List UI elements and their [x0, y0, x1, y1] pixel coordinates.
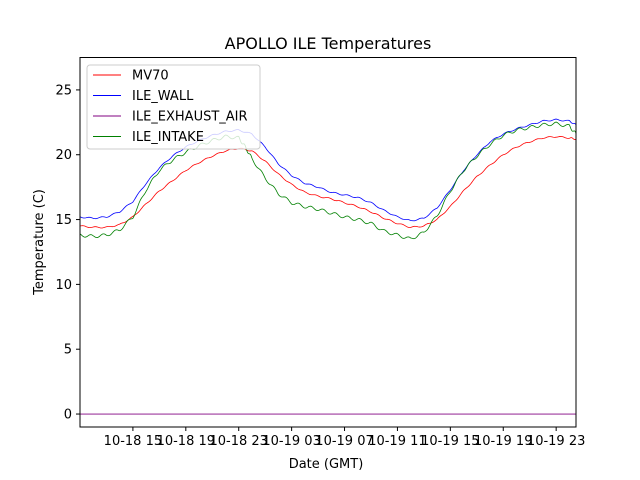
plot-frame	[79, 57, 577, 428]
legend-label: ILE_WALL	[132, 89, 194, 104]
x-tick-label: 10-19 11	[368, 434, 426, 449]
y-axis-label: Temperature (C)	[32, 189, 47, 296]
chart-title: APOLLO ILE Temperatures	[225, 34, 432, 53]
legend-label: ILE_INTAKE	[132, 130, 204, 145]
legend: MV70 ILE_WALL ILE_EXHAUST_AIR ILE_INTAKE	[86, 64, 261, 150]
legend-entries: MV70 ILE_WALL ILE_EXHAUST_AIR ILE_INTAKE	[93, 69, 248, 145]
y-tick-label: 25	[55, 83, 72, 98]
x-tick-label: 10-19 23	[527, 434, 585, 449]
x-axis-label: Date (GMT)	[289, 457, 364, 472]
series-line-ile-wall	[79, 118, 577, 222]
x-tick-label: 10-18 23	[209, 434, 267, 449]
x-tick-label: 10-18 19	[157, 434, 215, 449]
y-axis: 0 5 10 15 20 25	[55, 83, 80, 423]
x-tick-label: 10-19 19	[474, 434, 532, 449]
y-tick-label: 15	[55, 213, 72, 228]
x-tick-label: 10-19 15	[421, 434, 479, 449]
x-tick-label: 10-19 03	[262, 434, 320, 449]
series-group	[79, 118, 577, 415]
y-tick-label: 20	[55, 148, 72, 163]
y-tick-label: 0	[64, 408, 72, 423]
y-tick-label: 5	[64, 343, 72, 358]
x-tick-label: 10-18 15	[104, 434, 162, 449]
legend-label: MV70	[132, 69, 169, 84]
x-tick-label: 10-19 07	[315, 434, 373, 449]
series-line-ile-intake	[79, 121, 577, 240]
y-tick-label: 10	[55, 278, 72, 293]
series-line-mv70	[79, 136, 577, 229]
legend-box	[86, 64, 261, 150]
legend-label: ILE_EXHAUST_AIR	[132, 110, 248, 125]
